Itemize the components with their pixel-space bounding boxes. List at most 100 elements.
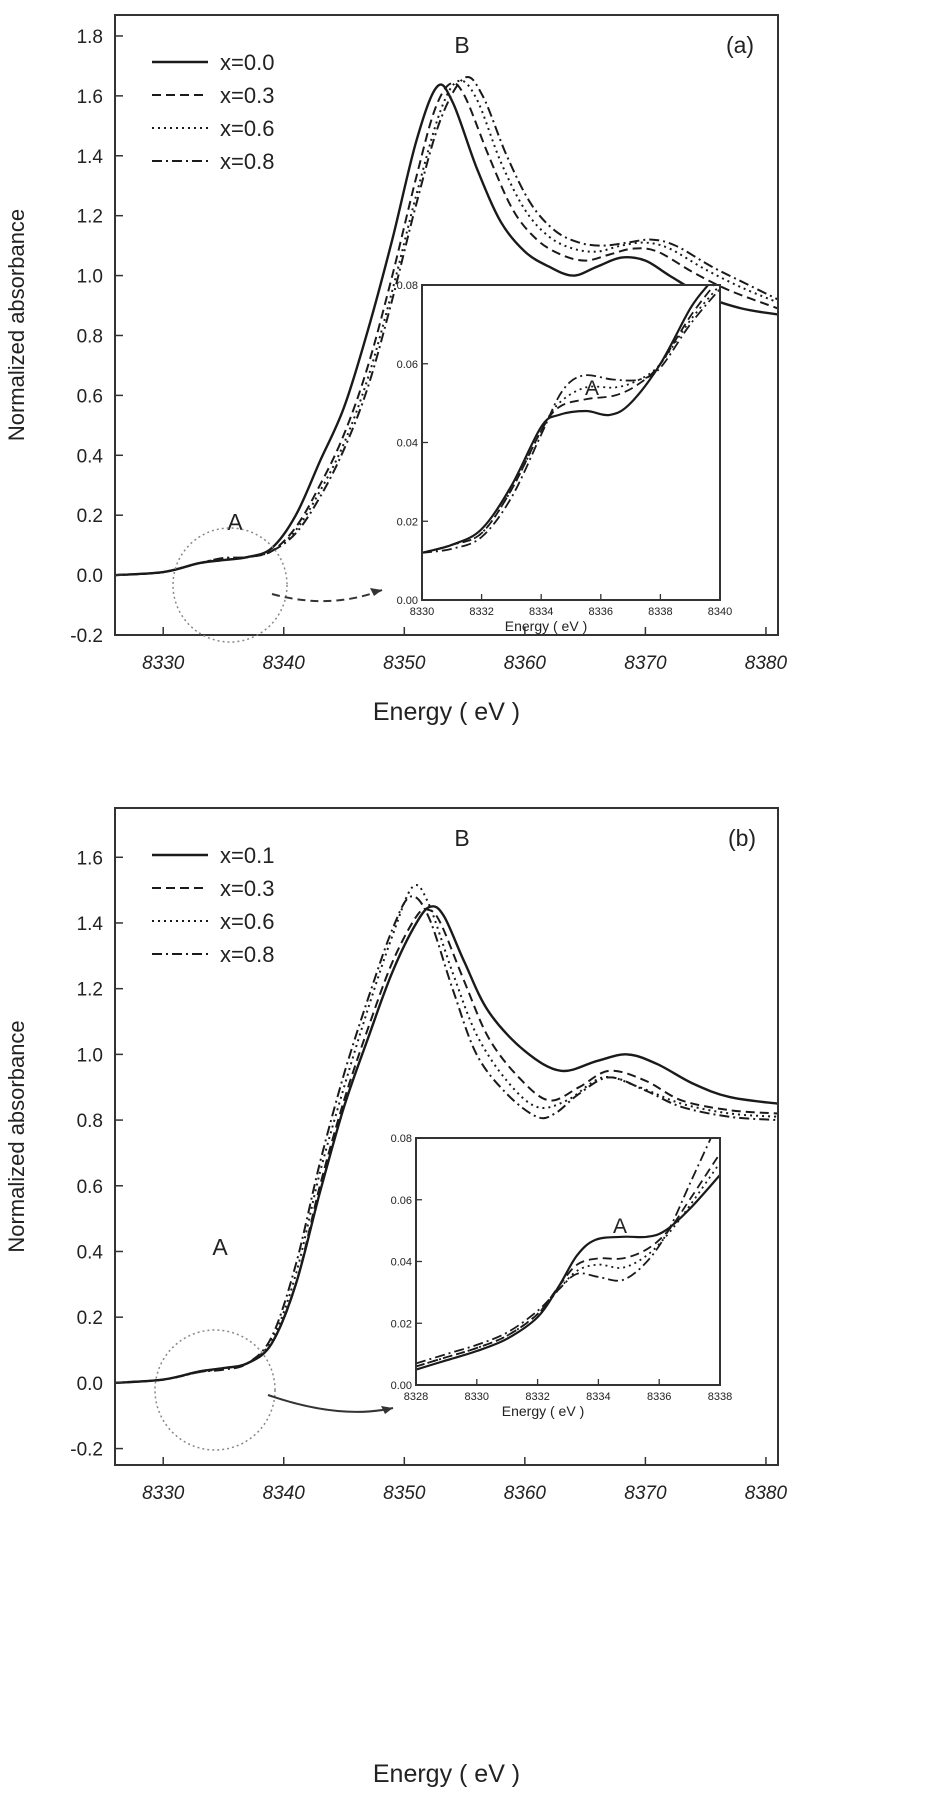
inset-plot: 8330 8332 8334 8336 8338 8340 0.00 0.02 0.04 0.06… [397, 280, 733, 634]
y-tick-label: 1.6 [77, 848, 103, 869]
inset-x-tick-label: 8334 [529, 606, 553, 618]
inset-plot: 8328 8330 8332 8334 8336 8338 0.00 0.02 0.04 0.06… [391, 1133, 733, 1419]
y-tick-label: 0.0 [77, 1374, 103, 1395]
inset-x-axis-label: Energy ( eV ) [502, 1403, 584, 1419]
y-tick-label: 0.0 [77, 566, 103, 587]
series-group [115, 75, 778, 577]
x-tick-label: 8370 [624, 653, 667, 674]
plot-frame [114, 14, 779, 636]
arrow-head-icon [381, 1406, 393, 1414]
y-axis-label: Normalized absorbance [4, 209, 29, 441]
x-tick-label: 8360 [504, 1483, 547, 1504]
panel-b: 8330 8340 8350 8360 8370 8380 -0.2 0.0 0.2 0.4 0.6… [4, 807, 788, 1788]
inset-x-tick-label: 8336 [589, 606, 613, 618]
inset-x-tick-label: 8330 [465, 1391, 489, 1403]
x-tick-label: 8340 [263, 653, 306, 674]
x-tick-label: 8380 [745, 653, 788, 674]
y-tick-label: -0.2 [70, 1440, 103, 1461]
inset-y-tick-label: 0.04 [391, 1257, 412, 1269]
y-tick-label: 0.8 [77, 326, 103, 347]
inset-y-tick-label: 0.06 [397, 359, 418, 371]
legend-label: x=0.3 [220, 876, 274, 901]
series-line-x=0.6 [115, 884, 778, 1384]
y-tick-label: 0.4 [77, 1242, 104, 1263]
inset-series-line-x=0.8 [422, 288, 720, 554]
y-tick-label: 1.2 [77, 980, 103, 1001]
y-tick-label: 0.2 [77, 506, 103, 527]
x-axis-label: Energy ( eV ) [373, 698, 520, 726]
y-tick-label: 1.6 [77, 87, 103, 108]
x-tick-label: 8360 [504, 653, 547, 674]
inset-y-tick-label: 0.00 [391, 1380, 412, 1392]
series-group [115, 884, 778, 1385]
legend-label: x=0.1 [220, 843, 274, 868]
x-tick-label: 8330 [142, 653, 185, 674]
y-tick-label: 1.4 [77, 147, 104, 168]
legend-label: x=0.6 [220, 909, 274, 934]
legend-label: x=0.6 [220, 116, 274, 141]
inset-annotation-a: A [585, 377, 599, 400]
inset-x-axis-label: Energy ( eV ) [505, 618, 587, 634]
inset-x-tick-label: 8340 [708, 606, 732, 618]
y-axis-label: Normalized absorbance [4, 1020, 29, 1252]
arrow-head-icon [370, 588, 382, 596]
x-tick-label: 8380 [745, 1483, 788, 1504]
inset-series-group [416, 1138, 720, 1371]
x-tick-label: 8350 [383, 653, 426, 674]
legend: x=0.0 x=0.3 x=0.6 x=0.8 [152, 50, 274, 174]
inset-series-line-x=0.1 [416, 1174, 720, 1371]
x-tick-label: 8350 [383, 1483, 426, 1504]
y-tick-label: 1.4 [77, 914, 104, 935]
inset-x-tick-label: 8328 [404, 1391, 428, 1403]
inset-annotation-a: A [613, 1215, 627, 1238]
legend-label: x=0.8 [220, 942, 274, 967]
inset-x-tick-label: 8336 [647, 1391, 671, 1403]
y-tick-label: 1.8 [77, 27, 103, 48]
inset-y-tick-label: 0.06 [391, 1195, 412, 1207]
inset-y-tick-label: 0.04 [397, 438, 418, 450]
inset-y-tick-label: 0.08 [397, 280, 418, 292]
zoom-region-circle [154, 1329, 276, 1451]
x-tick-label: 8330 [142, 1483, 185, 1504]
series-line-x=0.8 [115, 75, 778, 577]
zoom-arrow [271, 589, 383, 603]
x-axis-label: Energy ( eV ) [373, 1760, 520, 1788]
inset-series-line-x=0.6 [416, 1162, 720, 1368]
y-tick-label: -0.2 [70, 626, 103, 647]
inset-x-tick-label: 8338 [648, 606, 672, 618]
annotation-a: A [227, 509, 243, 535]
plot-frame [114, 807, 779, 1466]
y-tick-label: 0.4 [77, 446, 104, 467]
inset-y-tick-label: 0.02 [391, 1318, 412, 1330]
y-tick-label: 0.6 [77, 1177, 103, 1198]
inset-x-tick-label: 8332 [525, 1391, 549, 1403]
inset-series-line-x=0.6 [422, 285, 720, 554]
annotation-b: B [454, 825, 469, 851]
inset-series-line-x=0.8 [416, 1138, 712, 1365]
inset-x-tick-label: 8332 [469, 606, 493, 618]
legend-label: x=0.8 [220, 149, 274, 174]
x-tick-label: 8340 [263, 1483, 306, 1504]
legend-label: x=0.0 [220, 50, 274, 75]
y-tick-label: 0.8 [77, 1111, 103, 1132]
series-line-x=0.8 [115, 895, 778, 1384]
inset-y-tick-label: 0.00 [397, 595, 418, 607]
panel-label: (b) [728, 825, 756, 851]
inset-y-tick-label: 0.02 [397, 516, 418, 528]
inset-x-tick-label: 8338 [708, 1391, 732, 1403]
inset-series-group [422, 285, 720, 554]
inset-x-tick-label: 8334 [586, 1391, 610, 1403]
legend: x=0.1 x=0.3 x=0.6 x=0.8 [152, 843, 274, 967]
annotation-b: B [454, 32, 469, 58]
zoom-arrow [267, 1394, 394, 1413]
zoom-region-circle [172, 527, 288, 643]
y-tick-label: 0.6 [77, 386, 103, 407]
y-tick-label: 0.2 [77, 1308, 103, 1329]
panel-label: (a) [726, 32, 754, 58]
x-tick-label: 8370 [624, 1483, 667, 1504]
panel-a: 8330 8340 8350 8360 8370 8380 -0.2 0.0 0.2 0.4 0.6… [4, 14, 788, 726]
legend-label: x=0.3 [220, 83, 274, 108]
y-tick-label: 1.0 [77, 267, 103, 288]
y-tick-label: 1.2 [77, 207, 103, 228]
